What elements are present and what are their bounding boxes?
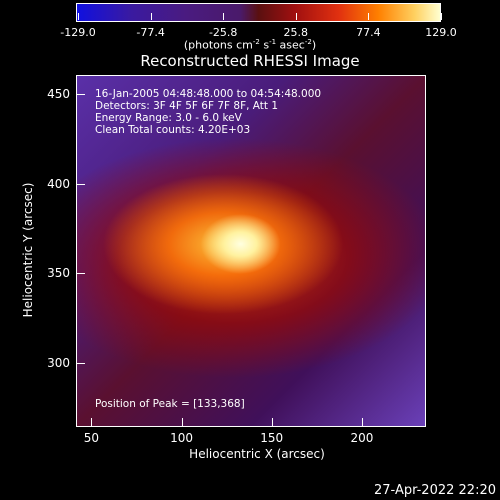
y-tickmark-3 xyxy=(77,93,85,95)
heatmap-image: 16-Jan-2005 04:48:48.000 to 04:54:48.000… xyxy=(76,75,426,427)
timestamp: 27-Apr-2022 22:20 xyxy=(374,483,496,498)
annotation-detectors: Detectors: 3F 4F 5F 6F 7F 8F, Att 1 xyxy=(95,100,279,112)
x-tickmark-0 xyxy=(91,418,93,426)
y-tickmark-2 xyxy=(77,183,85,185)
colorbar-units: (photons cm-2 s-1 asec-2) xyxy=(183,38,317,52)
colorbar-tickmark-2 xyxy=(223,13,225,20)
colorbar-tick-4: 77.4 xyxy=(356,26,381,39)
y-tick-label-0: 300 xyxy=(47,356,70,371)
y-tick-label-1: 350 xyxy=(47,266,70,281)
colorbar-tick-1: -77.4 xyxy=(136,26,165,39)
y-tick-label-2: 400 xyxy=(47,176,70,191)
colorbar-tick-0: -129.0 xyxy=(60,26,96,39)
x-tick-label-3: 200 xyxy=(350,431,374,445)
colorbar xyxy=(76,3,441,22)
colorbar-tick-2: -25.8 xyxy=(208,26,238,39)
x-axis-label: Heliocentric X (arcsec) xyxy=(189,447,325,461)
peak-position-label: Position of Peak = [133,368] xyxy=(95,398,245,410)
annotation-energy-range: Energy Range: 3.0 - 6.0 keV xyxy=(95,112,242,124)
annotation-total-counts: Clean Total counts: 4.20E+03 xyxy=(95,124,251,136)
chart-title: Reconstructed RHESSI Image xyxy=(140,52,360,70)
colorbar-tick-3: 25.8 xyxy=(283,26,309,39)
x-tick-label-1: 100 xyxy=(170,431,194,445)
x-tick-label-2: 150 xyxy=(260,431,284,445)
x-tickmark-3 xyxy=(361,418,363,426)
x-tickmark-1 xyxy=(181,418,183,426)
x-tick-label-0: 50 xyxy=(83,431,100,445)
colorbar-tick-5: 129.0 xyxy=(425,26,457,39)
colorbar-tickmark-4 xyxy=(368,13,370,20)
annotation-time-range: 16-Jan-2005 04:48:48.000 to 04:54:48.000 xyxy=(95,88,322,100)
y-axis-label: Heliocentric Y (arcsec) xyxy=(21,182,35,318)
colorbar-tickmark-3 xyxy=(295,13,297,20)
y-tick-label-3: 450 xyxy=(47,86,70,101)
colorbar-tickmark-5 xyxy=(441,13,442,20)
y-tickmark-0 xyxy=(77,363,85,365)
y-tickmark-1 xyxy=(77,273,85,275)
colorbar-tickmark-1 xyxy=(150,13,152,20)
colorbar-tickmark-0 xyxy=(78,13,79,20)
x-tickmark-2 xyxy=(271,418,273,426)
